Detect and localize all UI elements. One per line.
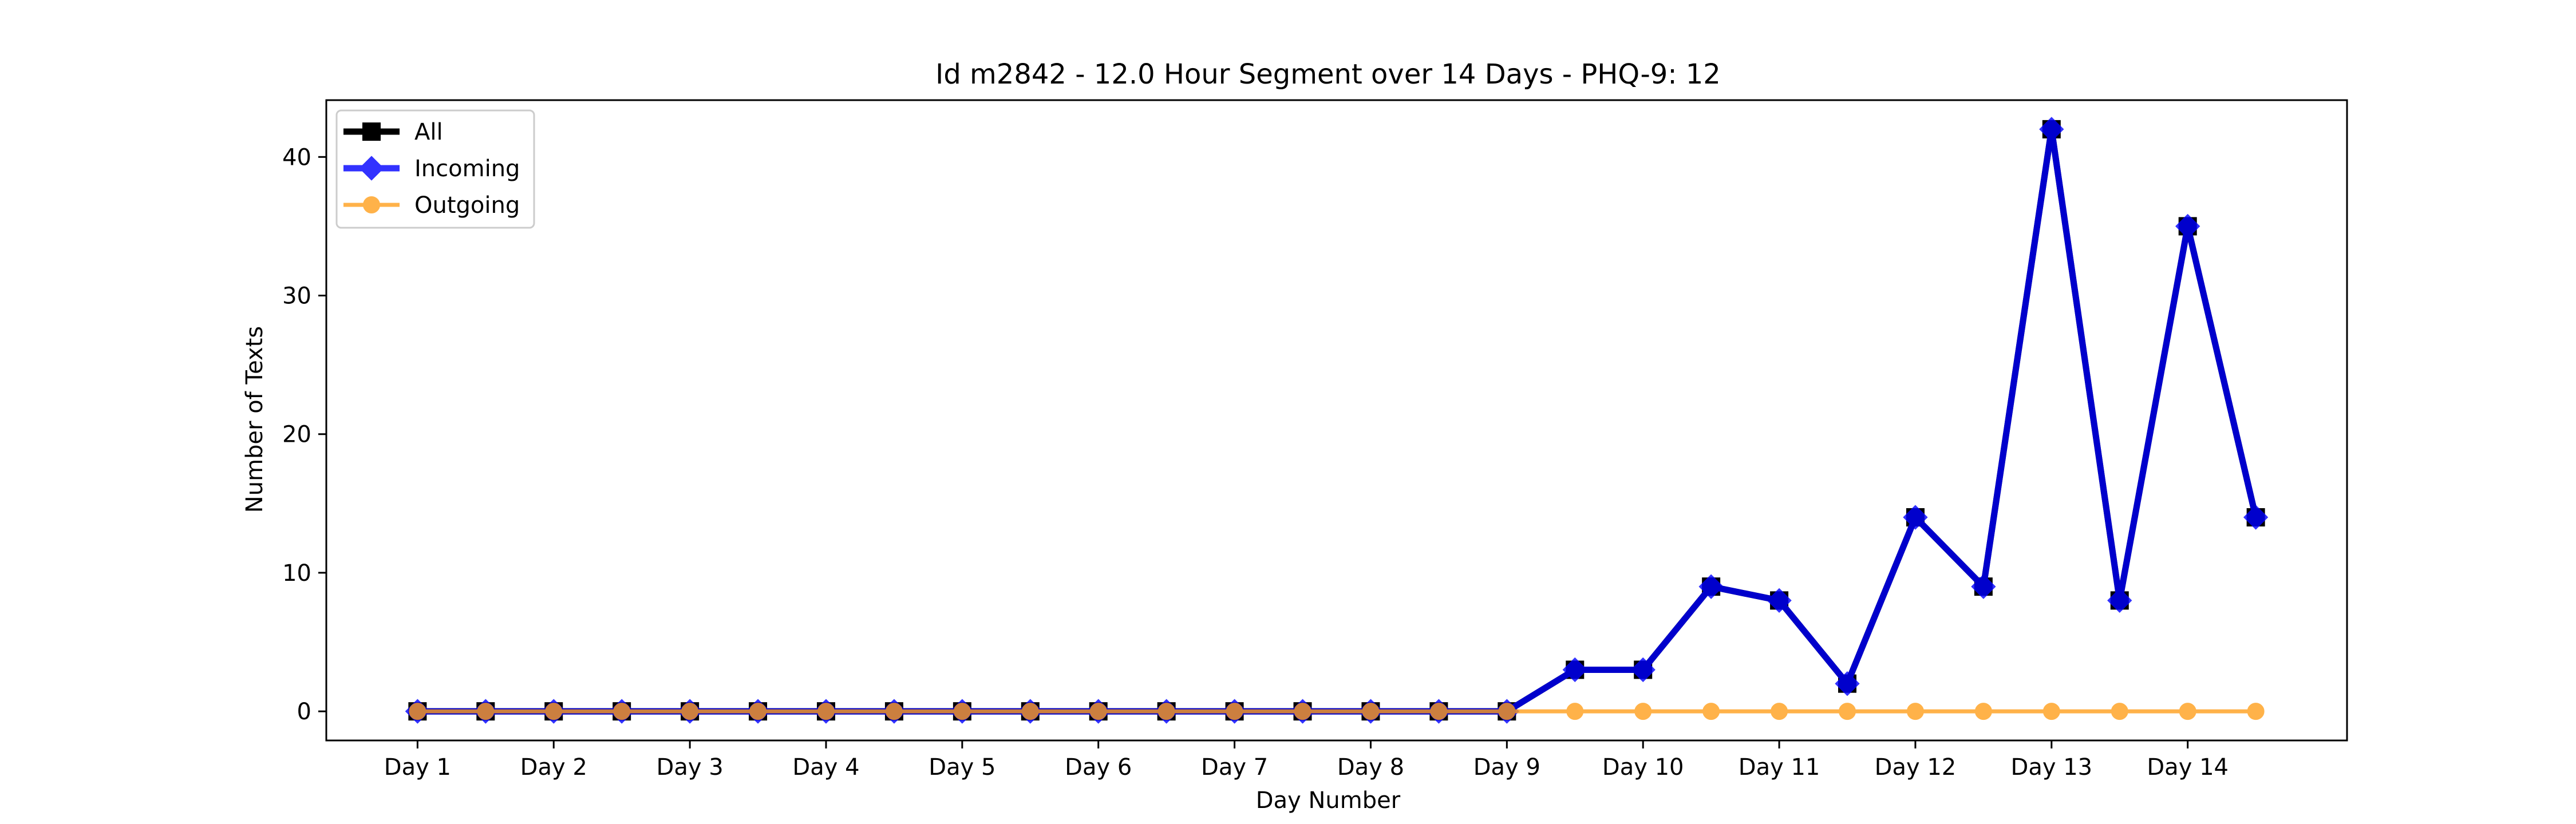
x-tick-label: Day 6 — [1065, 754, 1132, 781]
data-point — [1566, 703, 1584, 720]
x-tick-label: Day 10 — [1602, 754, 1684, 781]
legend-item-incoming — [343, 156, 400, 181]
data-point — [885, 703, 903, 720]
x-axis-label: Day Number — [1256, 787, 1401, 814]
legend-item-all — [343, 122, 400, 141]
x-tick-label: Day 1 — [384, 754, 451, 781]
data-point — [2243, 505, 2269, 530]
data-point — [749, 703, 767, 720]
x-tick-label: Day 4 — [792, 754, 859, 781]
y-tick-label: 30 — [282, 283, 311, 310]
data-point — [1971, 574, 1996, 599]
legend-label: Incoming — [414, 156, 520, 182]
data-point — [2247, 703, 2265, 720]
series-layer — [405, 117, 2269, 724]
data-point — [1903, 505, 1928, 530]
legend-marker — [362, 122, 381, 141]
data-point — [409, 703, 426, 720]
data-point — [2042, 703, 2060, 720]
data-point — [1634, 703, 1652, 720]
chart-title: Id m2842 - 12.0 Hour Segment over 14 Day… — [935, 58, 1721, 90]
data-point — [2111, 703, 2128, 720]
data-point — [1089, 703, 1107, 720]
y-axis-label: Number of Texts — [242, 326, 268, 513]
y-tick-label: 40 — [282, 144, 311, 171]
series-outgoing — [409, 703, 2265, 720]
legend-item-outgoing — [343, 196, 400, 213]
data-point — [1362, 703, 1380, 720]
x-tick-label: Day 9 — [1473, 754, 1540, 781]
x-tick-label: Day 12 — [1875, 754, 1957, 781]
data-point — [953, 703, 971, 720]
data-point — [1226, 703, 1243, 720]
x-axis: Day 1 Day 2 Day 3 Day 4 Day 5 Day 6 Day 7 Day 8… — [384, 740, 2229, 781]
data-point — [1498, 703, 1516, 720]
data-point — [1839, 703, 1856, 720]
data-point — [1974, 703, 1992, 720]
legend-marker — [359, 156, 384, 181]
data-point — [1698, 574, 1724, 599]
data-point — [545, 703, 563, 720]
data-point — [1767, 588, 1792, 613]
data-point — [1630, 657, 1656, 683]
data-point — [1702, 703, 1720, 720]
y-tick-label: 0 — [297, 699, 311, 725]
x-tick-label: Day 7 — [1201, 754, 1268, 781]
data-point — [2179, 703, 2196, 720]
data-point — [1294, 703, 1311, 720]
y-tick-label: 10 — [282, 560, 311, 587]
data-point — [2175, 213, 2200, 239]
x-tick-label: Day 13 — [2011, 754, 2093, 781]
data-point — [613, 703, 631, 720]
legend-box — [335, 109, 535, 229]
data-point — [1771, 703, 1788, 720]
data-point — [477, 703, 495, 720]
data-point — [2039, 117, 2064, 142]
data-point — [1562, 657, 1587, 683]
x-tick-label: Day 14 — [2147, 754, 2229, 781]
data-point — [1906, 703, 1924, 720]
plot-frame — [325, 99, 2348, 742]
data-point — [1021, 703, 1039, 720]
legend-label: Outgoing — [414, 192, 520, 219]
legend: All Incoming Outgoing — [335, 109, 535, 229]
data-point — [1430, 703, 1448, 720]
y-tick-label: 20 — [282, 422, 311, 448]
data-point — [681, 703, 699, 720]
x-tick-label: Day 2 — [520, 754, 587, 781]
legend-label: All — [414, 119, 443, 145]
data-point — [817, 703, 835, 720]
data-point — [2107, 588, 2132, 613]
data-point — [1157, 703, 1175, 720]
x-tick-label: Day 3 — [657, 754, 724, 781]
x-tick-label: Day 8 — [1337, 754, 1404, 781]
y-axis: 0 10 20 30 40 — [282, 144, 326, 725]
legend-marker — [363, 196, 380, 213]
x-tick-label: Day 5 — [929, 754, 995, 781]
data-point — [1835, 671, 1860, 696]
x-tick-label: Day 11 — [1739, 754, 1820, 781]
